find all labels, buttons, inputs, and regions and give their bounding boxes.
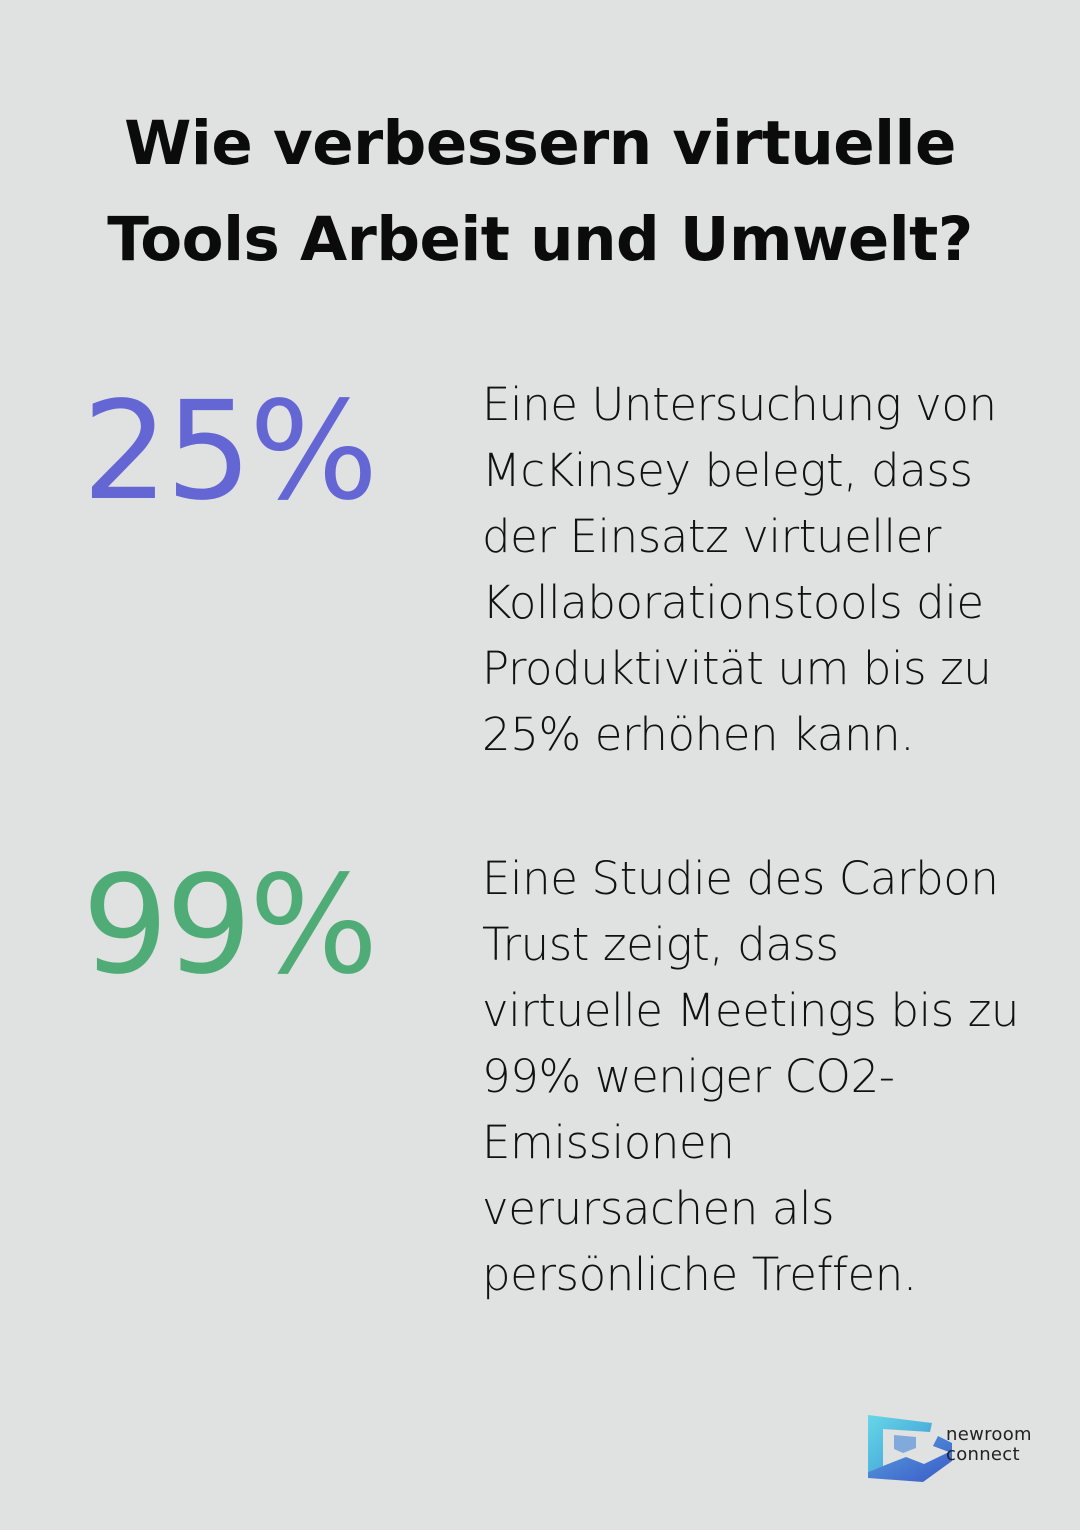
brand-logo-line-1: newroom [946, 1424, 1032, 1445]
stat-description-emissions: Eine Studie des Carbon Trust zeigt, dass… [482, 852, 1020, 1301]
brand-logo: newroom connect [866, 1412, 1056, 1484]
stat-value-productivity: 25% [82, 373, 378, 531]
brand-logo-text: newroom connect [946, 1425, 1032, 1465]
stat-description-productivity: Eine Untersuchung von McKinsey belegt, d… [482, 378, 997, 761]
stat-value-emissions: 99% [82, 847, 378, 1005]
newroom-connect-logo-icon [868, 1415, 952, 1482]
page-title: Wie verbessern virtuelle Tools Arbeit un… [107, 108, 973, 275]
brand-logo-line-2: connect [946, 1444, 1020, 1465]
